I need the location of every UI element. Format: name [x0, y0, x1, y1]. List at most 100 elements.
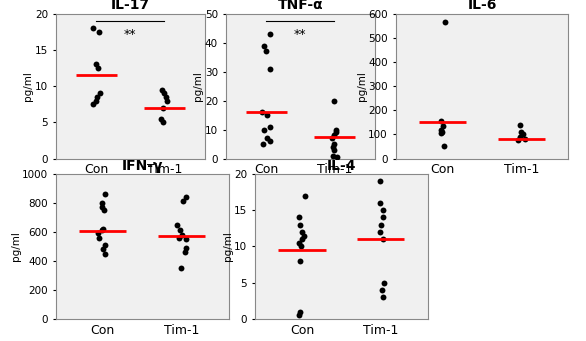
Y-axis label: pg/ml: pg/ml	[193, 71, 203, 101]
Title: IL-6: IL-6	[467, 0, 497, 13]
Point	[92, 98, 101, 103]
Point	[258, 109, 267, 115]
Point	[327, 135, 336, 141]
Point	[180, 250, 189, 255]
Point	[178, 232, 187, 237]
Point	[97, 200, 107, 206]
Point	[159, 91, 169, 96]
Point	[332, 154, 342, 160]
Point	[438, 129, 447, 135]
Point	[297, 236, 306, 242]
Point	[379, 294, 388, 300]
Point	[329, 133, 339, 138]
Title: IL-4: IL-4	[326, 159, 356, 173]
Point	[181, 236, 190, 242]
Point	[295, 222, 305, 227]
Point	[174, 235, 183, 240]
Point	[260, 127, 269, 132]
Point	[520, 136, 530, 142]
Text: **: **	[294, 28, 306, 41]
Point	[262, 135, 271, 141]
Point	[265, 31, 274, 36]
Point	[436, 118, 445, 124]
Point	[441, 19, 450, 25]
Point	[265, 124, 275, 130]
Point	[294, 215, 304, 220]
Point	[376, 200, 385, 206]
Point	[440, 144, 449, 149]
Point	[294, 240, 304, 246]
Point	[329, 153, 338, 158]
Point	[329, 141, 339, 147]
Point	[158, 120, 168, 125]
Text: **: **	[124, 28, 137, 41]
Point	[158, 87, 167, 92]
Point	[519, 132, 528, 137]
Y-axis label: pg/ml: pg/ml	[223, 232, 233, 261]
Point	[297, 229, 306, 235]
Point	[375, 178, 384, 184]
Point	[159, 105, 168, 110]
Point	[376, 222, 386, 227]
Point	[296, 243, 305, 249]
Point	[88, 102, 98, 107]
Point	[97, 205, 107, 210]
Point	[513, 138, 523, 143]
Title: IFN-γ: IFN-γ	[121, 159, 163, 173]
Point	[91, 62, 101, 67]
Point	[329, 147, 339, 153]
Point	[181, 245, 190, 251]
Point	[88, 26, 98, 31]
Y-axis label: pg/ml: pg/ml	[357, 71, 367, 101]
Point	[379, 215, 388, 220]
Point	[92, 94, 101, 100]
Point	[100, 242, 110, 248]
Point	[175, 228, 184, 233]
Y-axis label: pg/ml: pg/ml	[11, 232, 21, 261]
Point	[258, 141, 268, 147]
Point	[94, 65, 103, 71]
Point	[329, 144, 338, 150]
Point	[161, 94, 171, 100]
Point	[178, 199, 188, 204]
Point	[100, 251, 110, 256]
Point	[379, 236, 388, 242]
Point	[437, 131, 446, 136]
Point	[294, 312, 304, 318]
Point	[377, 287, 387, 293]
Point	[181, 194, 190, 200]
Point	[332, 127, 341, 132]
Point	[263, 112, 272, 118]
Title: TNF-α: TNF-α	[278, 0, 323, 13]
Point	[439, 123, 448, 129]
Point	[299, 233, 309, 238]
Point	[172, 222, 182, 227]
Point	[330, 98, 339, 103]
Point	[380, 280, 389, 285]
Point	[97, 228, 107, 233]
Y-axis label: pg/ml: pg/ml	[23, 71, 33, 101]
Point	[516, 129, 526, 135]
Point	[162, 98, 172, 103]
Point	[98, 226, 108, 232]
Point	[100, 191, 110, 197]
Point	[260, 43, 269, 48]
Point	[100, 207, 109, 213]
Point	[94, 235, 104, 240]
Point	[295, 309, 305, 314]
Point	[98, 247, 108, 252]
Point	[436, 127, 445, 132]
Point	[516, 134, 525, 139]
Point	[96, 91, 105, 96]
Title: IL-17: IL-17	[111, 0, 150, 13]
Point	[265, 138, 274, 144]
Point	[331, 130, 340, 135]
Point	[261, 48, 271, 54]
Point	[156, 116, 165, 121]
Point	[301, 193, 310, 198]
Point	[515, 122, 524, 128]
Point	[379, 207, 388, 213]
Point	[94, 29, 103, 34]
Point	[265, 66, 275, 72]
Point	[176, 265, 186, 271]
